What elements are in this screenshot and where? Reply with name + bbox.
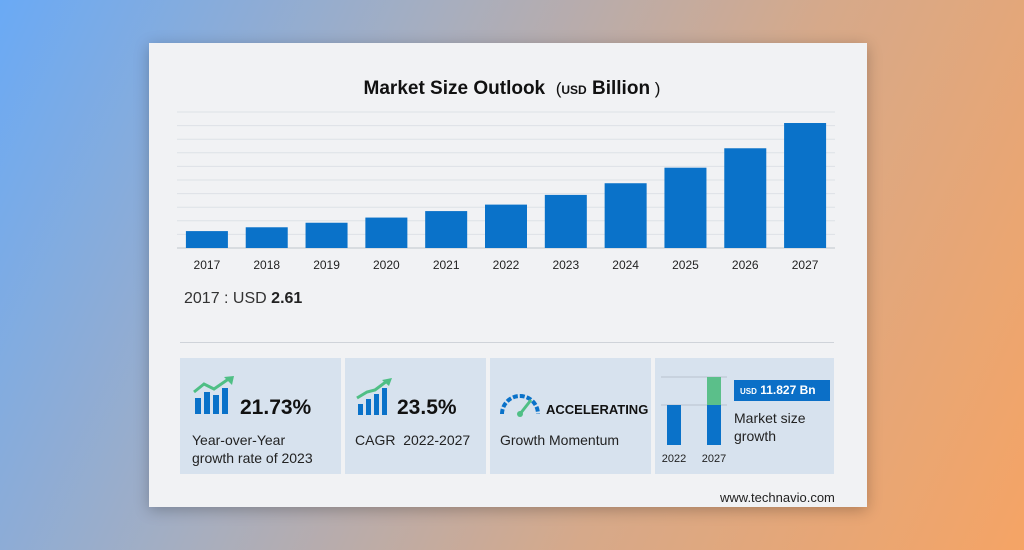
x-tick-2019: 2019 — [313, 258, 340, 272]
x-tick-2023: 2023 — [552, 258, 579, 272]
momentum-caption: Growth Momentum — [500, 432, 620, 448]
momentum-value: ACCELERATING — [546, 402, 649, 417]
cagr-tile: 23.5% CAGR 2022-2027 — [345, 358, 486, 474]
yoy-tile: 21.73% Year-over-Year growth rate of 202… — [180, 358, 341, 474]
momentum-tile: ACCELERATING Growth Momentum — [490, 358, 651, 474]
x-tick-2021: 2021 — [433, 258, 460, 272]
bar-2025 — [664, 167, 707, 248]
bar-2026 — [724, 148, 767, 248]
x-tick-2018: 2018 — [253, 258, 280, 272]
badge-value: 11.827 Bn — [760, 383, 816, 397]
x-tick-2024: 2024 — [612, 258, 639, 272]
yoy-caption-line1: Year-over-Year — [192, 432, 286, 448]
cagr-chart-icon — [356, 378, 392, 415]
x-tick-2027: 2027 — [792, 258, 819, 272]
growth-caption-line2: growth — [734, 428, 777, 444]
divider — [180, 342, 834, 343]
badge-unit: USD — [740, 387, 757, 396]
base-year-label: 2017 : USD — [184, 290, 267, 307]
unit-prefix: USD — [561, 83, 587, 97]
mini-year-2022: 2022 — [662, 453, 686, 465]
bar-2018 — [245, 227, 288, 248]
x-tick-2026: 2026 — [732, 258, 759, 272]
bar-2023 — [544, 194, 587, 248]
growth-tile: 2022 2027 Market size growth — [655, 358, 834, 474]
bar-2022 — [485, 204, 527, 248]
growth-mini-chart: 2022 2027 — [661, 376, 727, 465]
base-year-number: 2.61 — [271, 290, 303, 307]
bar-2027 — [784, 123, 827, 248]
growth-caption: Market size growth — [734, 409, 806, 445]
growth-chart-icon — [193, 376, 234, 414]
growth-caption-line1: Market size — [734, 410, 806, 426]
chart-title: Market Size Outlook (USD Billion ) — [363, 78, 661, 99]
base-year-value: 2017 : USD 2.61 — [184, 290, 302, 308]
yoy-caption-line2: growth rate of 2023 — [192, 450, 313, 466]
x-tick-2017: 2017 — [194, 258, 221, 272]
growth-badge: USD 11.827 Bn — [734, 380, 830, 401]
bar-2024 — [604, 183, 647, 248]
x-tick-2022: 2022 — [493, 258, 520, 272]
mini-bar-2027-base — [707, 405, 721, 445]
x-tick-2025: 2025 — [672, 258, 699, 272]
bar-2021 — [425, 211, 468, 248]
x-tick-2020: 2020 — [373, 258, 400, 272]
bar-2020 — [365, 217, 408, 248]
mini-year-2027: 2027 — [702, 453, 726, 465]
mini-bar-2022 — [667, 405, 681, 445]
speedometer-icon — [500, 394, 540, 417]
footer-url: www.technavio.com — [720, 490, 835, 505]
yoy-value: 21.73% — [240, 396, 312, 419]
bar-2017 — [185, 231, 228, 248]
yoy-caption: Year-over-Year growth rate of 2023 — [192, 431, 313, 467]
cagr-value: 23.5% — [397, 396, 457, 419]
mini-bar-2027-increment — [707, 377, 721, 405]
unit-label: Billion — [592, 78, 651, 99]
cagr-caption: CAGR 2022-2027 — [355, 432, 471, 448]
bar-2019 — [305, 222, 348, 248]
chart-title-text: Market Size Outlook — [363, 78, 546, 99]
